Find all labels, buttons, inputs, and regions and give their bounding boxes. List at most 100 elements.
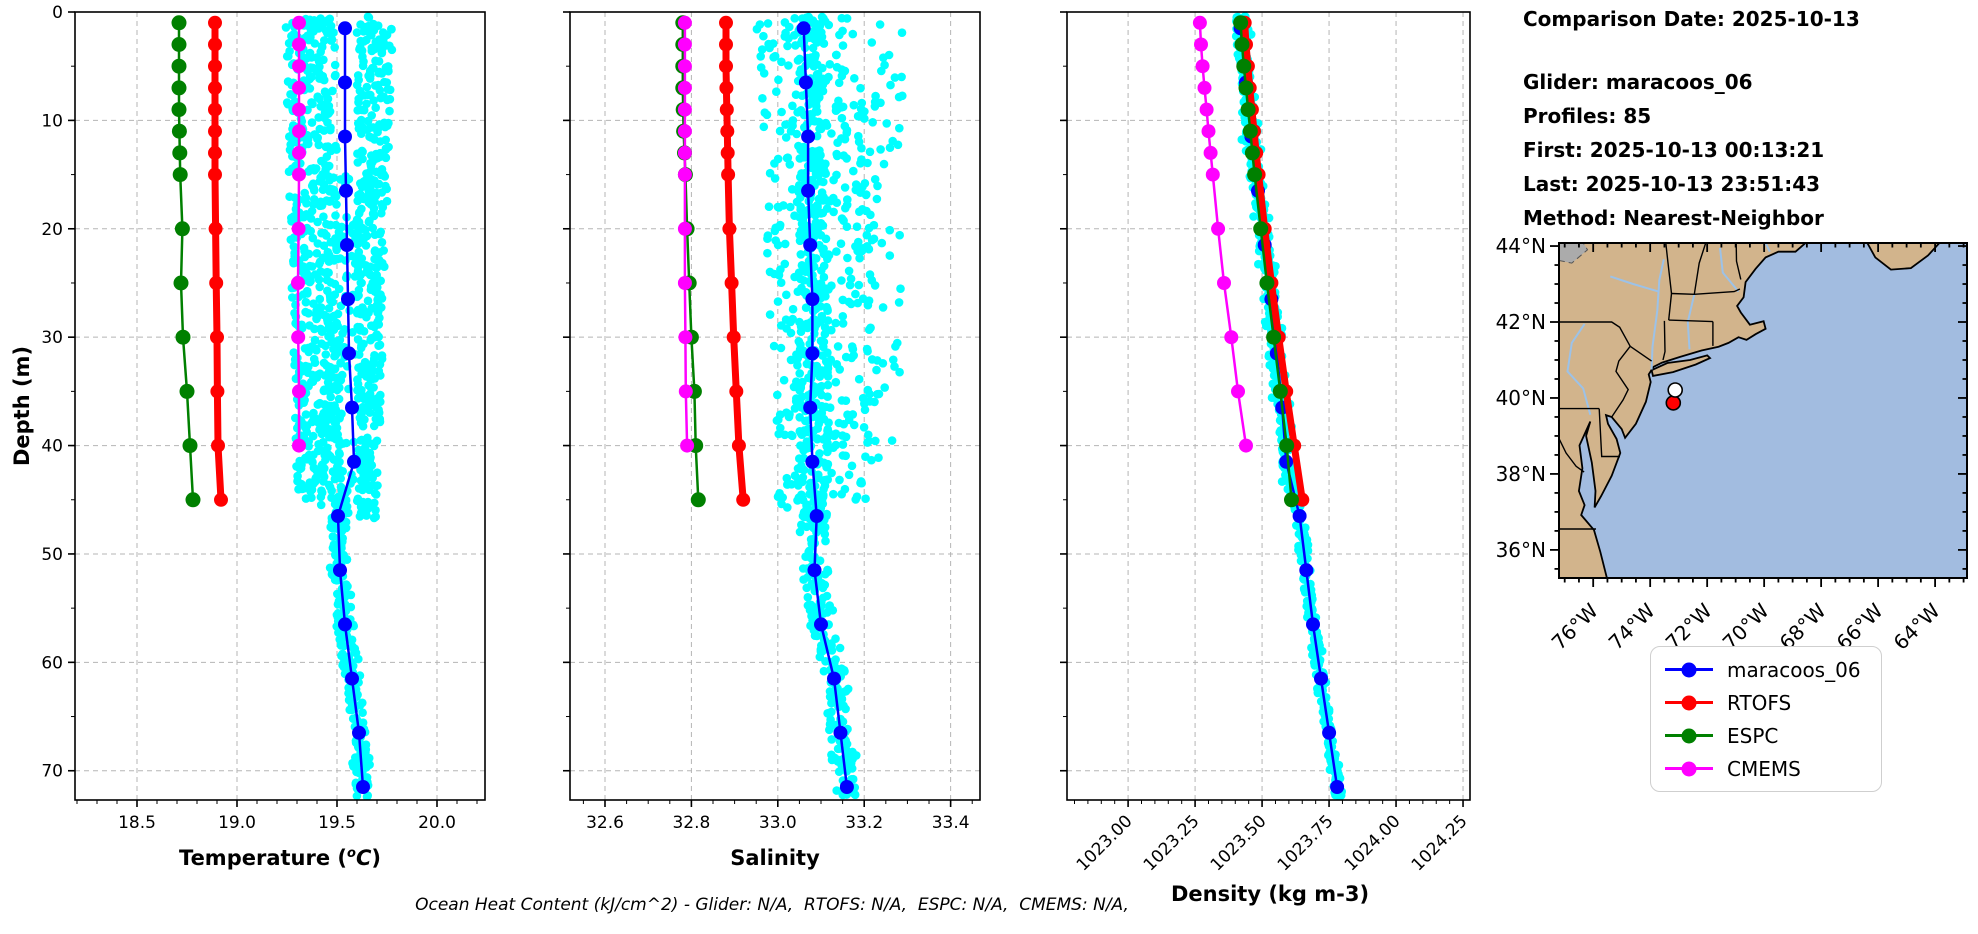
legend-entry-rtofs: RTOFS — [1665, 691, 1867, 715]
lake-ontario — [1559, 243, 1589, 264]
salinity-plot: 32.6 32.8 33.0 33.2 33.4 — [563, 11, 981, 833]
last-profile-time-text: Last: 2025-10-13 23:51:43 — [1523, 172, 1821, 196]
svg-text:70: 70 — [41, 762, 63, 782]
map-frame — [1558, 242, 1968, 579]
method-text: Method: Nearest-Neighbor — [1523, 206, 1824, 230]
svg-text:20: 20 — [41, 220, 63, 240]
model-nearest-point — [1665, 395, 1682, 411]
comparison-date-text: Comparison Date: 2025-10-13 — [1523, 7, 1860, 31]
glider-name-text: Glider: maracoos_06 — [1523, 70, 1753, 94]
density-frame — [1066, 11, 1471, 801]
temperature-axis-label-suffix: ) — [371, 846, 381, 870]
svg-text:42°N: 42°N — [1496, 310, 1546, 334]
legend-swatch-icon — [1665, 728, 1713, 743]
legend-label: maracoos_06 — [1727, 657, 1861, 682]
legend-marker-icon — [1681, 761, 1697, 776]
svg-text:1023.25: 1023.25 — [1140, 811, 1204, 875]
legend-swatch-icon — [1665, 761, 1713, 776]
density-tick-labels: 1023.00 1023.25 1023.50 1023.75 1024.00 1024.… — [1073, 811, 1472, 875]
svg-text:1023.50: 1023.50 — [1207, 811, 1271, 875]
svg-text:40: 40 — [41, 437, 63, 457]
temperature-axis-label: Temperature (oC) — [179, 846, 381, 870]
svg-text:76°W: 76°W — [1547, 598, 1603, 654]
temperature-maracoos_06-line — [331, 21, 370, 794]
long-island-landmass — [1650, 354, 1712, 377]
svg-text:19.5: 19.5 — [318, 813, 356, 833]
temperature-ticks — [68, 11, 478, 807]
density-espc-line — [1233, 15, 1299, 508]
salinity-tick-labels: 32.6 32.8 33.0 33.2 33.4 — [586, 813, 969, 833]
legend-marker-icon — [1681, 728, 1697, 743]
degree-c-mathtext: oC — [347, 846, 371, 870]
temperature-axis-label-prefix: Temperature ( — [179, 846, 347, 870]
svg-text:19.0: 19.0 — [218, 813, 256, 833]
svg-text:44°N: 44°N — [1496, 234, 1546, 258]
svg-text:0: 0 — [52, 3, 63, 23]
salinity-maracoos_06-line — [796, 21, 854, 794]
glider-position — [1667, 382, 1683, 398]
density-cmems-line — [1192, 15, 1253, 453]
svg-text:36°N: 36°N — [1496, 538, 1546, 562]
svg-text:74°W: 74°W — [1604, 598, 1660, 654]
temperature-espc-line — [171, 15, 201, 508]
salinity-axis-label: Salinity — [730, 846, 820, 870]
legend-label: ESPC — [1727, 723, 1779, 748]
celsius-letter: C — [355, 846, 372, 870]
salinity-grid — [570, 11, 980, 800]
density-plot: 1023.00 1023.25 1023.50 1023.75 1024.00 1024.… — [1060, 11, 1472, 875]
salinity-cmems-line — [677, 15, 695, 453]
svg-text:10: 10 — [41, 111, 63, 131]
depth-axis-label: Depth (m) — [10, 345, 34, 467]
degree-superscript: o — [347, 846, 356, 861]
salinity-rtofs-line — [719, 15, 751, 507]
svg-text:60: 60 — [41, 653, 63, 673]
svg-text:32.8: 32.8 — [672, 813, 710, 833]
legend-entry-espc: ESPC — [1665, 724, 1867, 748]
svg-text:18.5: 18.5 — [118, 813, 156, 833]
density-grid — [1067, 11, 1470, 800]
svg-text:40°N: 40°N — [1496, 386, 1546, 410]
legend-label: CMEMS — [1727, 756, 1801, 781]
svg-text:1023.75: 1023.75 — [1274, 811, 1338, 875]
legend: maracoos_06 RTOFS ESPC CMEMS — [1650, 646, 1882, 792]
density-ticks — [1060, 11, 1464, 807]
svg-text:38°N: 38°N — [1496, 462, 1546, 486]
svg-text:20.0: 20.0 — [418, 813, 456, 833]
salinity-frame — [569, 11, 981, 801]
temperature-cmems-line — [291, 15, 306, 453]
legend-entry-cmems: CMEMS — [1665, 757, 1867, 781]
svg-text:33.2: 33.2 — [845, 813, 883, 833]
info-panel: Comparison Date: 2025-10-13 Glider: mara… — [1523, 6, 1860, 239]
temperature-plot: 18.5 19.0 19.5 20.0 0 10 20 30 40 50 60 70 — [41, 3, 486, 833]
svg-text:33.0: 33.0 — [759, 813, 797, 833]
legend-marker-icon — [1681, 695, 1697, 710]
location-map: 44°N42°N40°N38°N36°N76°W 74°W 72°W 70°W 68°W… — [1496, 234, 1968, 655]
first-profile-time-text: First: 2025-10-13 00:13:21 — [1523, 138, 1825, 162]
temperature-grid — [75, 11, 485, 800]
rivers — [1566, 243, 1771, 415]
temperature-rtofs-line — [208, 15, 228, 507]
nova-scotia-landmass — [1866, 243, 1941, 271]
state-borders — [1559, 243, 1742, 530]
temperature-frame — [74, 11, 486, 801]
profiles-count-text: Profiles: 85 — [1523, 104, 1652, 128]
svg-text:32.6: 32.6 — [586, 813, 624, 833]
svg-text:1024.00: 1024.00 — [1341, 811, 1405, 875]
legend-swatch-icon — [1665, 695, 1713, 710]
mainland-landmass — [1559, 243, 1807, 578]
legend-swatch-icon — [1665, 662, 1713, 677]
svg-text:1024.25: 1024.25 — [1408, 811, 1472, 875]
temperature-tick-labels: 18.5 19.0 19.5 20.0 0 10 20 30 40 50 60 70 — [41, 3, 456, 833]
ocean-heat-content-note: Ocean Heat Content (kJ/cm^2) - Glider: N… — [415, 895, 1129, 915]
svg-text:50: 50 — [41, 545, 63, 565]
map-ticks — [1550, 243, 1967, 587]
legend-label: RTOFS — [1727, 690, 1792, 715]
density-axis-label: Density (kg m-3) — [1170, 882, 1370, 906]
svg-text:64°W: 64°W — [1889, 598, 1945, 654]
legend-entry-maracoos_06: maracoos_06 — [1665, 658, 1867, 682]
svg-text:1023.00: 1023.00 — [1073, 811, 1137, 875]
salinity-ticks — [563, 11, 973, 807]
legend-marker-icon — [1681, 662, 1697, 677]
svg-text:33.4: 33.4 — [932, 813, 970, 833]
